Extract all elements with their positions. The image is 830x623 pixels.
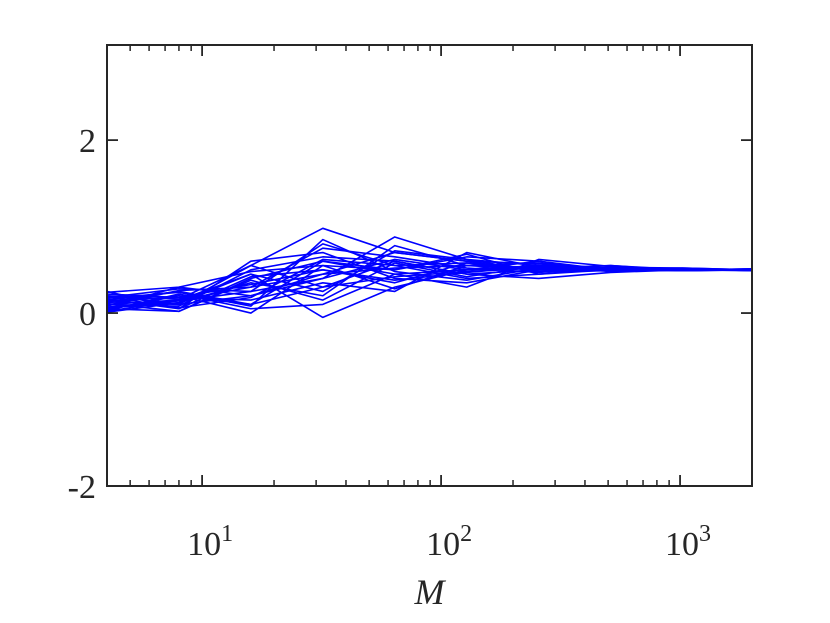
series-line-25 <box>107 258 752 309</box>
y-tick-labels: -2 0 2 <box>68 123 96 506</box>
x-axis-label: M <box>414 572 447 612</box>
series-layer <box>107 227 752 319</box>
y-tick-label-1: -2 <box>68 469 96 506</box>
plot-frame <box>106 44 753 487</box>
major-ticks <box>107 45 752 487</box>
series-line-24 <box>107 265 752 302</box>
x-tick-label-3: 103 <box>665 521 711 563</box>
y-tick-label-3: 2 <box>79 123 96 160</box>
y-tick-label-2: 0 <box>79 296 96 333</box>
